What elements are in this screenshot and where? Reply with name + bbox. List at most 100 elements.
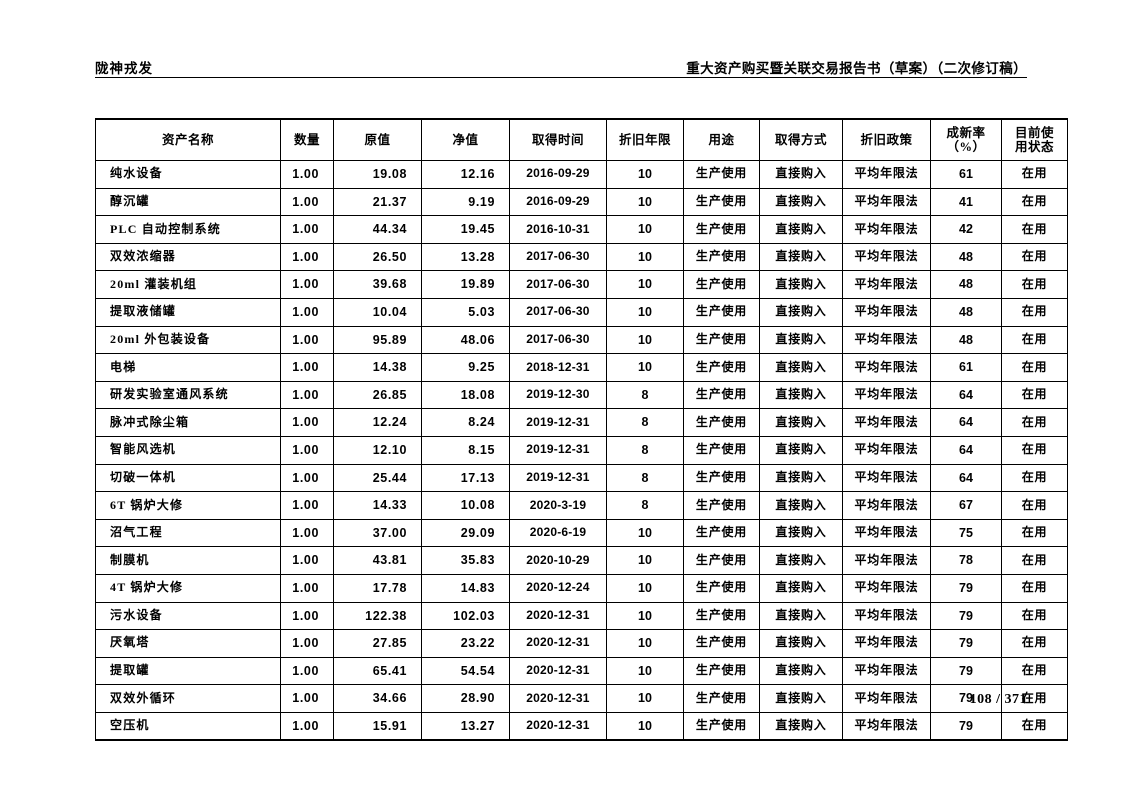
- cell-usage: 生产使用: [683, 684, 760, 713]
- cell-usage: 生产使用: [683, 242, 760, 272]
- cell-name: 智能风选机: [95, 435, 281, 465]
- cell-dep-years: 10: [606, 353, 684, 382]
- cell-status: 在用: [1001, 463, 1068, 493]
- cell-status: 在用: [1001, 546, 1068, 575]
- cell-newness: 79: [930, 629, 1002, 658]
- cell-name: 脉冲式除尘箱: [95, 408, 281, 437]
- cell-acq-date: 2020-6-19: [509, 518, 607, 548]
- cell-usage: 生产使用: [683, 187, 760, 217]
- cell-acq-date: 2019-12-31: [509, 463, 607, 493]
- cell-dep-years: 10: [606, 242, 684, 272]
- cell-original: 27.85: [333, 629, 422, 658]
- cell-dep-years: 8: [606, 435, 684, 465]
- cell-name: 双效外循环: [95, 684, 281, 713]
- cell-original: 26.85: [333, 380, 422, 410]
- cell-original: 12.24: [333, 408, 422, 437]
- cell-net: 9.25: [421, 353, 510, 382]
- cell-dep-policy: 平均年限法: [842, 629, 931, 658]
- cell-quantity: 1.00: [280, 160, 334, 189]
- cell-quantity: 1.00: [280, 518, 334, 548]
- cell-dep-years: 10: [606, 711, 684, 742]
- cell-net: 8.24: [421, 408, 510, 437]
- cell-net: 14.83: [421, 573, 510, 603]
- cell-dep-policy: 平均年限法: [842, 270, 931, 299]
- cell-dep-policy: 平均年限法: [842, 546, 931, 575]
- cell-quantity: 1.00: [280, 215, 334, 244]
- cell-name: 空压机: [95, 711, 281, 742]
- cell-usage: 生产使用: [683, 518, 760, 548]
- cell-original: 15.91: [333, 711, 422, 742]
- column-header-newness-line2: （%）: [946, 140, 986, 154]
- cell-dep-policy: 平均年限法: [842, 215, 931, 244]
- table-row: 20ml 灌装机组 1.00 39.68 19.89 2017-06-30 10 生产使用直…: [95, 270, 1068, 299]
- cell-name: 污水设备: [95, 601, 281, 631]
- table-row: 电梯 1.00 14.38 9.25 2018-12-31 10 生产使用 直接购入 平均年限法…: [95, 353, 1068, 382]
- cell-acq-date: 2020-12-24: [509, 573, 607, 603]
- table-row: 制膜机 1.00 43.81 35.83 2020-10-29 10 生产使用 直接购入 平均年…: [95, 546, 1068, 575]
- cell-status: 在用: [1001, 160, 1068, 189]
- cell-newness: 48: [930, 242, 1002, 272]
- cell-acq-date: 2016-09-29: [509, 160, 607, 189]
- cell-status: 在用: [1001, 435, 1068, 465]
- cell-name: 20ml 外包装设备: [95, 325, 281, 355]
- cell-acq-date: 2020-12-31: [509, 629, 607, 658]
- cell-acq-date: 2019-12-30: [509, 380, 607, 410]
- cell-net: 10.08: [421, 491, 510, 520]
- cell-dep-policy: 平均年限法: [842, 518, 931, 548]
- cell-net: 54.54: [421, 656, 510, 686]
- cell-original: 43.81: [333, 546, 422, 575]
- cell-original: 17.78: [333, 573, 422, 603]
- cell-acq-date: 2018-12-31: [509, 353, 607, 382]
- cell-acq-date: 2017-06-30: [509, 242, 607, 272]
- cell-quantity: 1.00: [280, 546, 334, 575]
- table-row: PLC 自动控制系统 1.00 44.34 19.45 2016-10-31 10 生产使用…: [95, 215, 1068, 244]
- table-header-row: 资产名称 数量 原值 净值 取得时间 折旧年限 用途 取得方式 折旧政策 成新率…: [95, 118, 1068, 161]
- cell-dep-policy: 平均年限法: [842, 684, 931, 713]
- cell-newness: 61: [930, 353, 1002, 382]
- cell-original: 95.89: [333, 325, 422, 355]
- cell-net: 28.90: [421, 684, 510, 713]
- cell-name: 6T 锅炉大修: [95, 491, 281, 520]
- column-header-acq-method: 取得方式: [759, 118, 843, 161]
- cell-dep-years: 8: [606, 408, 684, 437]
- cell-acq-date: 2017-06-30: [509, 325, 607, 355]
- cell-quantity: 1.00: [280, 325, 334, 355]
- cell-newness: 75: [930, 518, 1002, 548]
- cell-original: 26.50: [333, 242, 422, 272]
- cell-usage: 生产使用: [683, 297, 760, 327]
- column-header-acq-date: 取得时间: [509, 118, 607, 161]
- cell-acq-method: 直接购入: [759, 711, 843, 742]
- cell-usage: 生产使用: [683, 435, 760, 465]
- cell-status: 在用: [1001, 242, 1068, 272]
- cell-net: 12.16: [421, 160, 510, 189]
- table-row: 智能风选机 1.00 12.10 8.15 2019-12-31 8 生产使用 直接购入 平均年…: [95, 435, 1068, 465]
- cell-usage: 生产使用: [683, 629, 760, 658]
- cell-dep-years: 10: [606, 518, 684, 548]
- cell-name: PLC 自动控制系统: [95, 215, 281, 244]
- cell-acq-method: 直接购入: [759, 187, 843, 217]
- cell-usage: 生产使用: [683, 270, 760, 299]
- cell-acq-date: 2016-09-29: [509, 187, 607, 217]
- cell-dep-years: 8: [606, 491, 684, 520]
- cell-original: 44.34: [333, 215, 422, 244]
- cell-name: 4T 锅炉大修: [95, 573, 281, 603]
- cell-acq-method: 直接购入: [759, 325, 843, 355]
- cell-quantity: 1.00: [280, 270, 334, 299]
- table-row: 研发实验室通风系统 1.00 26.85 18.08 2019-12-30 8 生产使用 直接…: [95, 380, 1068, 410]
- cell-dep-policy: 平均年限法: [842, 491, 931, 520]
- column-header-dep-years: 折旧年限: [606, 118, 684, 161]
- cell-status: 在用: [1001, 353, 1068, 382]
- column-header-original: 原值: [333, 118, 422, 161]
- table-row: 污水设备 1.00 122.38 102.03 2020-12-31 10 生产使用 直接购入…: [95, 601, 1068, 631]
- cell-net: 19.89: [421, 270, 510, 299]
- cell-name: 研发实验室通风系统: [95, 380, 281, 410]
- cell-acq-date: 2020-12-31: [509, 711, 607, 742]
- cell-usage: 生产使用: [683, 160, 760, 189]
- cell-status: 在用: [1001, 711, 1068, 742]
- cell-newness: 79: [930, 573, 1002, 603]
- cell-newness: 64: [930, 380, 1002, 410]
- cell-acq-method: 直接购入: [759, 353, 843, 382]
- cell-newness: 42: [930, 215, 1002, 244]
- cell-dep-policy: 平均年限法: [842, 242, 931, 272]
